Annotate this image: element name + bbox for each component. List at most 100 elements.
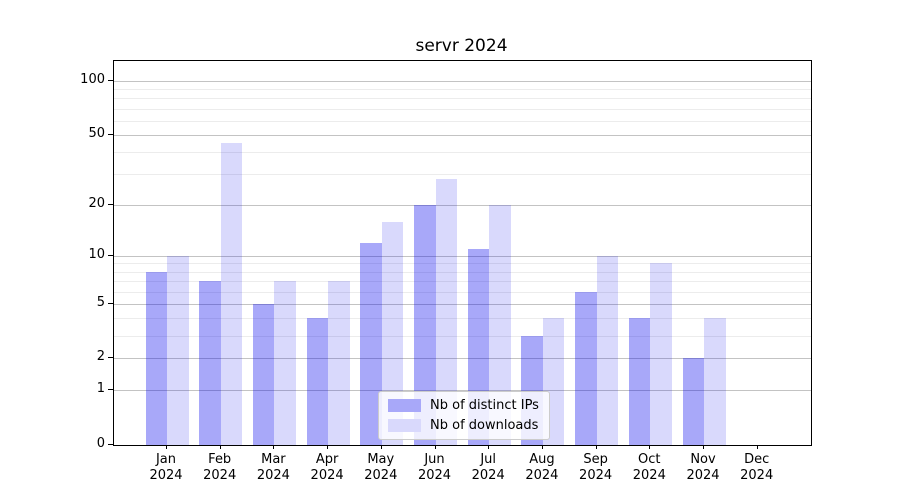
y-tick-mark bbox=[108, 357, 113, 359]
bar-distinct-ips bbox=[252, 303, 275, 445]
bar-distinct-ips bbox=[199, 281, 221, 445]
bar-downloads bbox=[274, 281, 296, 445]
gridline-major bbox=[114, 303, 811, 305]
gridline-major bbox=[114, 204, 811, 206]
x-tick-mark bbox=[703, 445, 704, 449]
gridline-minor bbox=[114, 89, 811, 91]
legend-item-downloads: Nb of downloads bbox=[388, 418, 539, 433]
x-tick-label-line: Apr bbox=[315, 452, 339, 467]
x-tick-label: Apr 2024 bbox=[295, 452, 359, 484]
x-tick-label-line: 2024 bbox=[256, 468, 290, 483]
y-tick-label: 100 bbox=[80, 72, 105, 87]
x-tick-mark bbox=[273, 445, 275, 449]
bar-downloads bbox=[167, 255, 189, 445]
x-tick-label-line: Jan bbox=[155, 452, 177, 467]
x-tick-label-line: 2024 bbox=[579, 468, 613, 483]
y-tick-mark bbox=[108, 133, 113, 135]
x-tick-mark bbox=[756, 445, 758, 449]
gridline-minor bbox=[114, 174, 811, 176]
bar-downloads bbox=[220, 143, 243, 445]
x-tick-label-line: 2024 bbox=[740, 468, 774, 483]
bar-downloads bbox=[435, 179, 457, 445]
x-tick-label-line: Oct bbox=[638, 452, 661, 467]
x-tick-label: Nov 2024 bbox=[671, 452, 735, 484]
x-tick-mark bbox=[327, 445, 329, 449]
x-tick-label-line: 2024 bbox=[149, 468, 183, 483]
x-tick-label-line: Feb bbox=[208, 452, 232, 467]
x-tick-label: May 2024 bbox=[349, 452, 413, 484]
bar-downloads bbox=[489, 204, 511, 445]
gridline-minor bbox=[114, 152, 811, 154]
legend-label-downloads: Nb of downloads bbox=[430, 418, 539, 433]
x-tick-mark bbox=[595, 445, 597, 449]
bar-distinct-ips bbox=[360, 242, 382, 445]
x-tick-label: Jan 2024 bbox=[134, 452, 198, 484]
x-tick-label-line: May bbox=[367, 452, 395, 467]
y-tick-label: 10 bbox=[88, 246, 105, 262]
x-tick-mark bbox=[488, 445, 490, 449]
legend-swatch-downloads bbox=[388, 419, 421, 432]
gridline-minor bbox=[114, 108, 811, 110]
x-tick-label: Mar 2024 bbox=[241, 452, 305, 484]
gridline-major bbox=[114, 255, 811, 257]
gridline-minor bbox=[114, 335, 811, 337]
x-tick-label-line: 2024 bbox=[203, 468, 237, 483]
x-tick-mark bbox=[166, 445, 167, 449]
x-tick-label-line: 2024 bbox=[632, 468, 666, 483]
legend-swatch-distinct-ips bbox=[388, 399, 421, 412]
x-tick-label: Dec 2024 bbox=[725, 452, 789, 484]
bar-downloads bbox=[704, 318, 726, 445]
bar-distinct-ips bbox=[628, 318, 651, 445]
x-tick-mark bbox=[434, 445, 436, 449]
bar-distinct-ips bbox=[575, 291, 597, 445]
y-tick-label: 20 bbox=[88, 195, 105, 211]
y-tick-mark bbox=[108, 80, 113, 81]
x-tick-label-line: Sep bbox=[583, 452, 608, 467]
x-tick-label-line: 2024 bbox=[525, 468, 559, 483]
x-tick-label: Aug 2024 bbox=[510, 452, 574, 484]
y-tick-mark bbox=[108, 389, 113, 391]
gridline-major bbox=[114, 358, 811, 360]
bar-downloads bbox=[381, 221, 404, 445]
x-tick-mark bbox=[219, 445, 221, 449]
y-tick-label: 2 bbox=[96, 349, 105, 365]
x-tick-label: Jun 2024 bbox=[403, 452, 467, 484]
y-tick-mark bbox=[108, 444, 113, 445]
x-tick-label: Jul 2024 bbox=[456, 452, 520, 484]
gridline-minor bbox=[114, 291, 811, 293]
chart-title: servr 2024 bbox=[415, 36, 508, 56]
x-tick-label-line: Nov bbox=[690, 452, 716, 467]
legend: Nb of distinct IPs Nb of downloads bbox=[378, 391, 550, 440]
gridline-minor bbox=[114, 280, 811, 282]
x-tick-label-line: 2024 bbox=[686, 468, 720, 483]
bar-distinct-ips bbox=[306, 318, 329, 445]
bar-downloads bbox=[328, 281, 350, 445]
x-tick-label-line: 2024 bbox=[310, 468, 344, 483]
x-tick-label-line: Jun bbox=[424, 452, 445, 467]
gridline-major bbox=[114, 81, 811, 82]
x-tick-label-line: Mar bbox=[261, 452, 286, 467]
gridline-major bbox=[114, 390, 811, 392]
gridline-minor bbox=[114, 318, 811, 320]
x-tick-label-line: 2024 bbox=[364, 468, 398, 483]
bar-distinct-ips bbox=[682, 358, 704, 445]
y-tick-label: 0 bbox=[96, 436, 105, 451]
plot-area bbox=[113, 60, 812, 446]
bar-downloads bbox=[596, 255, 619, 445]
x-tick-label-line: Aug bbox=[529, 452, 555, 467]
gridline-minor bbox=[114, 98, 811, 100]
x-tick-label-line: 2024 bbox=[471, 468, 505, 483]
x-tick-mark bbox=[649, 445, 651, 449]
x-tick-label: Sep 2024 bbox=[564, 452, 628, 484]
x-tick-label: Feb 2024 bbox=[188, 452, 252, 484]
legend-item-distinct-ips: Nb of distinct IPs bbox=[388, 398, 539, 413]
bar-distinct-ips bbox=[145, 271, 167, 445]
y-tick-label: 5 bbox=[96, 294, 105, 310]
gridline-minor bbox=[114, 120, 811, 122]
y-tick-mark bbox=[108, 302, 113, 304]
gridline-minor bbox=[114, 263, 811, 265]
legend-label-distinct-ips: Nb of distinct IPs bbox=[430, 398, 539, 413]
y-tick-label: 50 bbox=[88, 125, 105, 141]
y-tick-mark bbox=[108, 254, 113, 256]
